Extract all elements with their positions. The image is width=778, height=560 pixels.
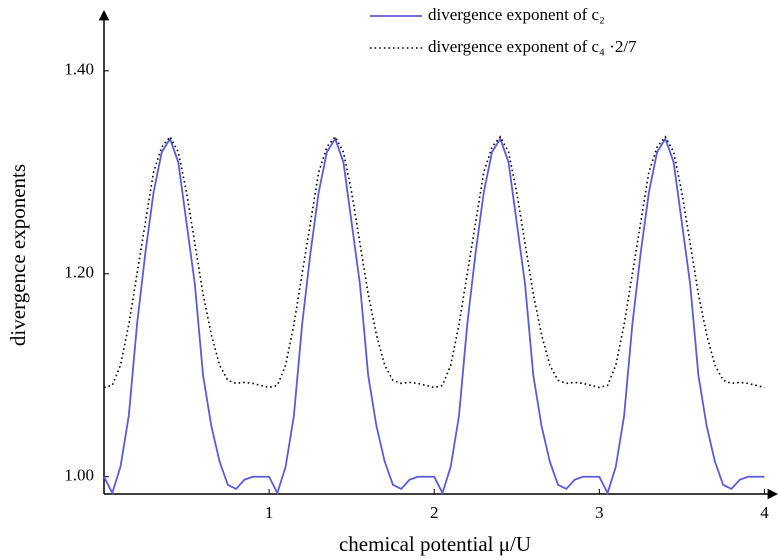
y-tick-label: 1.20	[64, 263, 94, 282]
y-axis-label: divergence exponents	[6, 164, 30, 346]
x-tick-label: 4	[760, 503, 769, 522]
series-line	[103, 135, 765, 389]
x-tick-label: 3	[595, 503, 604, 522]
x-tick-label: 2	[430, 503, 439, 522]
legend-label: divergence exponent of c₂	[428, 5, 605, 24]
legend-label: divergence exponent of c₄ ·2/7	[428, 37, 637, 56]
y-tick-label: 1.00	[64, 466, 94, 485]
x-axis-label: chemical potential μ/U	[339, 532, 531, 556]
x-tick-label: 1	[265, 503, 274, 522]
series-line	[103, 136, 765, 496]
y-tick-label: 1.40	[64, 60, 94, 79]
